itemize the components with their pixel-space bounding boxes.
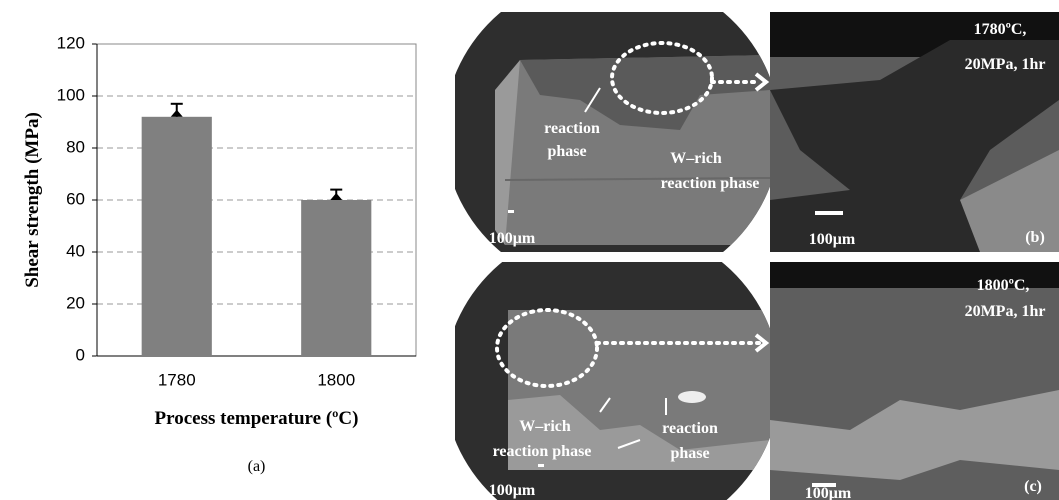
y-tick-label: 100	[57, 85, 85, 104]
scale-bar: 100μm	[809, 231, 856, 248]
figure: 0 20 40 60 80 100 120 1780 1800 Process temperatu…	[0, 0, 1059, 500]
condition: 20MPa, 1hr	[965, 56, 1046, 73]
y-tick-label: 80	[66, 137, 85, 156]
y-tick-label: 120	[57, 33, 85, 52]
label: W–rich	[670, 150, 722, 167]
x-tick-label: 1800	[317, 370, 355, 389]
label: reaction phase	[493, 443, 592, 460]
bar	[142, 117, 212, 356]
condition: 20MPa, 1hr	[965, 303, 1046, 320]
scale-bar: 100μm	[489, 230, 536, 247]
micrograph-overview	[455, 262, 770, 500]
bar	[301, 200, 371, 356]
micrograph-detail: 1780ºC, 20MPa, 1hr 100μm (b)	[770, 12, 1059, 252]
scale-bar: 100μm	[489, 482, 536, 499]
label: phase	[670, 445, 709, 462]
y-tick-label: 60	[66, 189, 85, 208]
condition: 1780ºC,	[974, 21, 1027, 38]
micrograph-overview	[455, 12, 770, 252]
label: reaction	[662, 420, 718, 437]
label: reaction phase	[661, 175, 760, 192]
micrograph-detail: 1800ºC, 20MPa, 1hr 100μm (c)	[770, 262, 1059, 500]
panel-label: (b)	[1025, 229, 1045, 246]
scale-bar: 100μm	[805, 485, 852, 500]
label: phase	[547, 143, 586, 160]
caption: (a)	[248, 458, 266, 475]
x-tick-label: 1780	[158, 370, 196, 389]
label: W–rich	[519, 418, 571, 435]
bar-chart: 0 20 40 60 80 100 120 1780 1800 Process temperatu…	[22, 33, 416, 475]
x-axis-title: Process temperature (ºC)	[155, 408, 359, 429]
condition: 1800ºC,	[977, 277, 1030, 294]
error-bar	[171, 104, 183, 117]
y-tick-label: 40	[66, 241, 85, 260]
y-tick-label: 20	[66, 293, 85, 312]
y-axis-title: Shear strength (MPa)	[22, 112, 43, 288]
label: reaction	[544, 120, 600, 137]
panel-label: (c)	[1024, 478, 1042, 495]
y-tick-label: 0	[76, 345, 85, 364]
error-bar	[330, 190, 342, 200]
